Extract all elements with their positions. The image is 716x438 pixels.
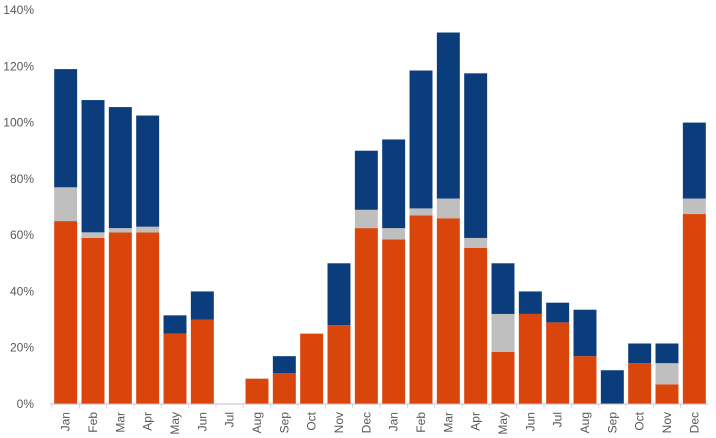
- x-tick-label: Feb: [86, 412, 100, 433]
- y-tick-label: 140%: [3, 3, 34, 17]
- bar-segment: [436, 198, 460, 219]
- y-axis: 0% 20% 40% 60% 80% 100% 120% 140%: [3, 3, 34, 411]
- x-tick-label: Oct: [305, 411, 319, 430]
- x-tick-label: Apr: [141, 412, 155, 431]
- x-tick-label: Jun: [195, 412, 209, 431]
- bar-segment: [136, 115, 160, 227]
- y-tick-label: 100%: [3, 116, 34, 130]
- bar-segment: [628, 343, 652, 364]
- x-tick-label: Jul: [223, 412, 237, 427]
- x-tick-label: Jan: [387, 412, 401, 431]
- bar-segment: [163, 333, 187, 404]
- y-tick-label: 0%: [17, 397, 35, 411]
- bar-segment: [81, 237, 105, 404]
- bar-segment: [464, 237, 488, 248]
- y-tick-label: 20%: [10, 341, 34, 355]
- bar-segment: [436, 32, 460, 199]
- bar-segment: [655, 363, 679, 385]
- bar-segment: [108, 232, 132, 404]
- y-tick-label: 40%: [10, 284, 34, 298]
- bar-segment: [518, 313, 542, 404]
- x-tick-label: Sep: [605, 412, 619, 434]
- bar-segment: [436, 218, 460, 404]
- bar-segment: [682, 122, 706, 199]
- bar-segment: [190, 291, 214, 320]
- bar-segment: [327, 325, 351, 404]
- bar-segment: [382, 139, 406, 229]
- y-tick-label: 80%: [10, 172, 34, 186]
- bar-segment: [409, 70, 433, 209]
- bars: [54, 32, 706, 404]
- bar-segment: [54, 69, 78, 188]
- x-tick-label: Mar: [441, 412, 455, 433]
- bar-segment: [464, 247, 488, 404]
- bar-segment: [327, 263, 351, 326]
- y-tick-label: 120%: [3, 59, 34, 73]
- bar-segment: [382, 228, 406, 240]
- x-tick-label: Jul: [551, 412, 565, 427]
- bar-segment: [682, 198, 706, 215]
- bar-segment: [573, 309, 597, 357]
- x-tick-label: Jan: [59, 412, 73, 431]
- bar-segment: [518, 291, 542, 314]
- bar-segment: [136, 226, 160, 233]
- x-tick-label: Feb: [414, 412, 428, 433]
- bar-segment: [190, 319, 214, 404]
- bar-segment: [108, 107, 132, 229]
- bar-segment: [354, 228, 378, 404]
- bar-segment: [354, 150, 378, 210]
- bar-segment: [464, 73, 488, 238]
- bar-segment: [546, 322, 570, 404]
- x-tick-label: Sep: [277, 412, 291, 434]
- bar-segment: [136, 232, 160, 404]
- x-tick-label: Nov: [660, 412, 674, 433]
- x-tick-label: Jun: [523, 412, 537, 431]
- bar-segment: [272, 373, 296, 404]
- y-tick-label: 60%: [10, 228, 34, 242]
- bar-segment: [54, 187, 78, 222]
- x-tick-label: May: [168, 412, 182, 435]
- x-tick-label: Nov: [332, 412, 346, 433]
- bar-segment: [491, 351, 515, 404]
- bar-segment: [354, 209, 378, 229]
- bar-segment: [682, 214, 706, 404]
- bar-segment: [81, 100, 105, 233]
- bar-segment: [655, 343, 679, 364]
- x-tick-label: Apr: [469, 412, 483, 431]
- bar-segment: [245, 378, 269, 404]
- bar-segment: [546, 302, 570, 323]
- x-tick-label: Aug: [250, 412, 264, 433]
- bar-segment: [409, 215, 433, 404]
- bar-segment: [163, 315, 187, 334]
- x-tick-label: Mar: [113, 412, 127, 433]
- bar-segment: [628, 363, 652, 404]
- bar-segment: [108, 228, 132, 233]
- bar-segment: [491, 263, 515, 314]
- bar-segment: [54, 221, 78, 404]
- bar-segment: [272, 356, 296, 374]
- x-tick-label: Oct: [633, 411, 647, 430]
- bar-segment: [600, 370, 624, 404]
- x-axis: Jan Feb Mar Apr May Jun Jul Aug Sep Oct Nov Dec Jan F…: [51, 404, 701, 435]
- x-tick-label: Dec: [687, 412, 701, 433]
- bar-segment: [491, 313, 515, 352]
- x-tick-label: Aug: [578, 412, 592, 433]
- x-tick-label: Dec: [359, 412, 373, 433]
- bar-segment: [300, 333, 324, 404]
- bar-segment: [655, 384, 679, 404]
- x-tick-label: May: [496, 412, 510, 435]
- bar-segment: [81, 232, 105, 238]
- bar-segment: [409, 208, 433, 216]
- bar-segment: [382, 239, 406, 404]
- bar-segment: [573, 356, 597, 404]
